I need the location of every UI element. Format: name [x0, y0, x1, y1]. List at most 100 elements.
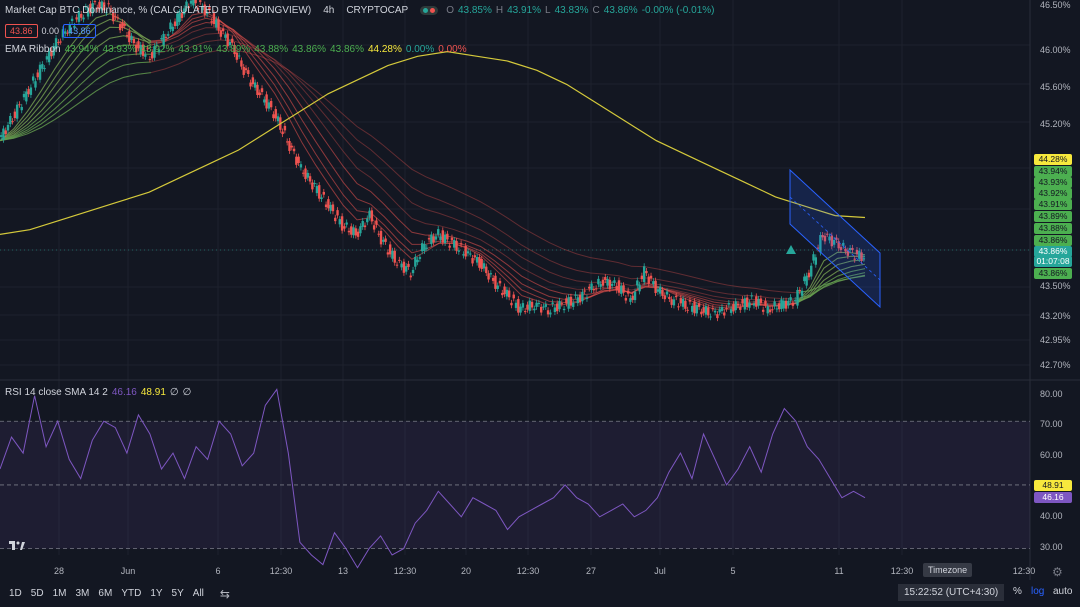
date-range-icon[interactable]: ⇆ [219, 586, 230, 601]
candle-body [70, 18, 74, 21]
candle-body [50, 50, 53, 57]
candle-body [794, 300, 797, 302]
candle-body [675, 295, 678, 298]
ema-ribbon-green-segment [0, 35, 866, 304]
candle-body [228, 41, 232, 46]
candle-body [52, 46, 55, 56]
time-tick: 12:30 [890, 566, 914, 576]
rsi-line [0, 388, 866, 569]
candle-body [782, 300, 785, 309]
price-tick: 45.20% [1040, 119, 1071, 129]
candle-body [329, 204, 332, 211]
candle-body [549, 312, 552, 315]
candle-body [27, 89, 30, 95]
candle-body [684, 300, 687, 309]
candle-body [752, 303, 756, 306]
candle-body [503, 286, 506, 295]
candle-body [720, 307, 724, 311]
candle-body [601, 279, 605, 286]
ema-ribbon-value: 43.91% [178, 44, 213, 55]
candle-body [860, 252, 863, 261]
candle-body [551, 302, 554, 304]
symbol-legend[interactable]: Market Cap BTC Dominance, % (CALCULATED … [5, 5, 715, 16]
candle-body [313, 183, 316, 185]
candle-body [121, 22, 124, 29]
market-status-icon [420, 6, 439, 15]
candle-body [57, 42, 60, 44]
candle-body [425, 247, 428, 249]
candle-body [302, 172, 305, 174]
trade-buttons[interactable]: 43.86 0.00 43.86 [5, 24, 96, 38]
candle-body [114, 16, 117, 18]
candle-body [146, 48, 149, 50]
candle-body [98, 1, 101, 9]
candle-body [453, 240, 456, 248]
candle-body [15, 104, 19, 119]
timeframe-6m[interactable]: 6M [98, 588, 113, 599]
candle-body [487, 273, 490, 280]
candle-body [736, 303, 740, 306]
timeframe-1d[interactable]: 1D [9, 588, 22, 599]
ribbon-price-label: 43.92% [1034, 188, 1072, 199]
timeframe-all[interactable]: All [192, 588, 204, 599]
buy-button[interactable]: 43.86 [63, 24, 96, 38]
price-tick: 42.95% [1040, 335, 1071, 345]
candle-body [498, 280, 502, 284]
ema-ribbon-label: EMA Ribbon [5, 44, 61, 55]
candle-body [613, 280, 616, 283]
candle-body [576, 297, 580, 304]
candle-body [439, 236, 442, 240]
candle-body [226, 33, 229, 47]
low-label: L [545, 5, 551, 16]
candle-body [411, 269, 415, 274]
candle-body [617, 280, 621, 293]
ema-ribbon-value: 43.86% [330, 44, 364, 55]
ema-extra-value: 0.00% [405, 44, 435, 55]
ema-ribbon-line [0, 17, 866, 307]
candle-body [350, 226, 353, 235]
candle-body [18, 104, 21, 106]
timeframe-1y[interactable]: 1Y [150, 588, 163, 599]
ribbon-price-label: 43.86% [1034, 235, 1072, 246]
candle-body [443, 234, 447, 244]
candle-body [544, 304, 547, 307]
candle-body [620, 285, 623, 294]
candle-body [153, 46, 156, 58]
auto-toggle[interactable]: auto [1053, 586, 1073, 597]
candle-body [517, 299, 520, 313]
ema-200-value: 44.28% [367, 44, 402, 55]
candle-body [215, 19, 218, 28]
candle-body [336, 210, 339, 216]
candle-body [521, 303, 525, 308]
timeframe-5y[interactable]: 5Y [171, 588, 184, 599]
candle-body [272, 114, 275, 119]
ema-ribbon-legend[interactable]: EMA Ribbon 43.94% 43.93% 43.92% 43.91% 4… [5, 44, 467, 55]
timeframe-5d[interactable]: 5D [30, 588, 44, 599]
ema-200-path [0, 50, 866, 235]
candle-body [166, 34, 170, 36]
timeframe-3m[interactable]: 3M [75, 588, 90, 599]
candle-body [176, 13, 179, 26]
clock-timezone[interactable]: 15:22:52 (UTC+4:30) [898, 584, 1005, 601]
log-toggle[interactable]: log [1031, 586, 1045, 597]
percent-toggle[interactable]: % [1013, 586, 1022, 597]
rsi-legend[interactable]: RSI 14 close SMA 14 2 46.16 48.91 ∅ ∅ [5, 387, 191, 398]
candle-body [475, 256, 479, 263]
settings-gear-icon[interactable]: ⚙ [1052, 565, 1063, 579]
candle-body [290, 145, 293, 148]
candle-body [84, 6, 88, 8]
sell-button[interactable]: 43.86 [5, 24, 38, 38]
candle-body [208, 7, 211, 11]
candle-body [160, 38, 163, 40]
timeframe-ytd[interactable]: YTD [121, 588, 142, 599]
candle-body [665, 291, 669, 295]
timeframe-1m[interactable]: 1M [52, 588, 67, 599]
tradingview-logo[interactable] [9, 541, 25, 554]
ema-ribbon-value: 43.86% [292, 44, 327, 55]
ema-ribbon-line [0, 11, 866, 310]
candle-body [297, 156, 300, 163]
candle-body [134, 44, 138, 53]
descending-channel[interactable] [786, 168, 881, 309]
candle-body [347, 230, 351, 233]
